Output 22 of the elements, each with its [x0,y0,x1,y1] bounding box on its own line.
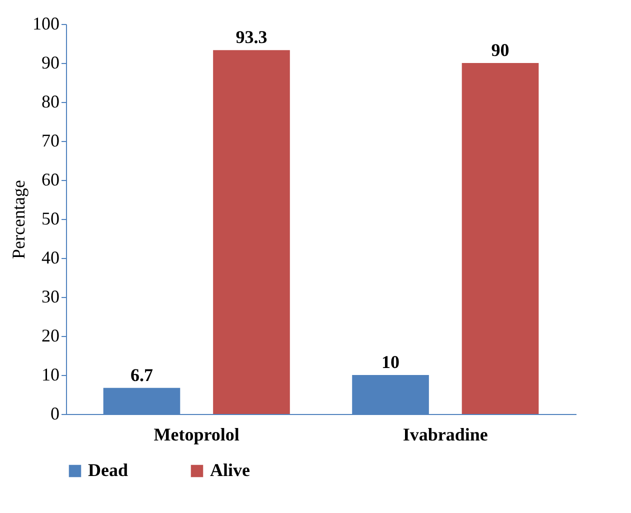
data-label: 93.3 [236,27,268,48]
data-label: 10 [382,352,400,372]
bar [213,50,290,414]
bar [462,63,539,414]
y-tick-label: 80 [42,92,60,112]
x-tick-label: Ivabradine [402,424,488,444]
legend-label: Alive [210,460,250,480]
y-tick-label: 30 [42,286,60,306]
data-label: 90 [491,40,510,60]
y-tick-label: 50 [42,208,60,228]
y-tick-label: 70 [42,130,60,150]
y-axis-title: Percentage [8,180,28,259]
y-tick-label: 20 [42,326,60,346]
y-tick-label: 40 [42,248,60,268]
y-tick-label: 10 [42,364,60,384]
y-tick-label: 60 [42,170,60,190]
y-tick-label: 0 [50,404,60,424]
data-label: 6.7 [130,364,153,385]
x-tick-label: Metoprolol [154,424,240,444]
y-tick-label: 100 [32,14,60,34]
legend-label: Dead [88,460,128,480]
y-tick-label: 90 [42,52,60,72]
